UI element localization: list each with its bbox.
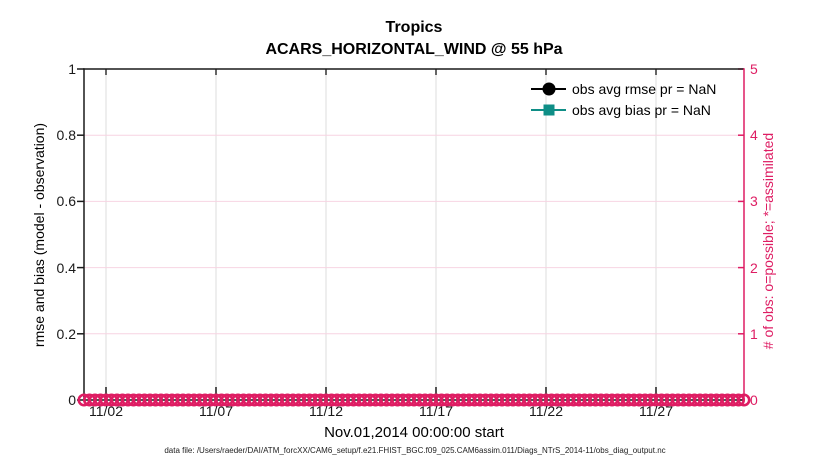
- x-tick-label: 11/17: [419, 403, 453, 419]
- y-right-tick-label: 3: [750, 193, 758, 210]
- datafile-path: data file: /Users/raeder/DAI/ATM_forcXX/…: [164, 446, 666, 455]
- legend: obs avg rmse pr = NaN obs avg bias pr = …: [531, 79, 716, 119]
- chart-title: Tropics: [385, 19, 443, 36]
- y-axis-right-label: # of obs: o=possible; *=assimilated: [760, 132, 776, 350]
- chart-subtitle: ACARS_HORIZONTAL_WIND @ 55 hPa: [265, 41, 563, 58]
- y-left-tick-label: 0: [68, 392, 76, 408]
- legend-item-bias: obs avg bias pr = NaN: [531, 100, 716, 119]
- y-left-tick-label: 1: [68, 61, 76, 77]
- y-right-tick-label: 4: [750, 127, 758, 144]
- y-left-tick-label: 0.6: [56, 193, 76, 210]
- y-axis-left-label: rmse and bias (model - observation): [31, 122, 47, 348]
- x-tick-label: 11/02: [89, 403, 123, 419]
- legend-bias-square-marker-icon: [543, 104, 554, 115]
- y-right-tick-label: 5: [750, 61, 758, 77]
- x-tick-label: 11/27: [639, 403, 673, 419]
- x-tick-label: 11/07: [199, 403, 233, 419]
- legend-item-rmse: obs avg rmse pr = NaN: [531, 79, 716, 98]
- y-right-tick-label: 1: [750, 325, 758, 342]
- y-left-tick-label: 0.8: [56, 127, 76, 144]
- x-tick-label: 11/12: [309, 403, 343, 419]
- y-left-tick-label: 0.4: [56, 259, 76, 276]
- y-left-tick-label: 0.2: [56, 325, 76, 342]
- y-right-tick-label: 2: [750, 259, 758, 276]
- y-right-tick-label: 0: [750, 392, 758, 408]
- legend-rmse-line-sample: [531, 82, 566, 95]
- x-tick-label: 11/22: [529, 403, 563, 419]
- legend-bias-line-sample: [531, 104, 566, 115]
- legend-rmse-label: obs avg rmse pr = NaN: [572, 80, 717, 97]
- legend-bias-label: obs avg bias pr = NaN: [572, 101, 711, 118]
- x-axis-label: Nov.01,2014 00:00:00 start: [324, 424, 504, 441]
- legend-rmse-circle-marker-icon: [542, 82, 555, 95]
